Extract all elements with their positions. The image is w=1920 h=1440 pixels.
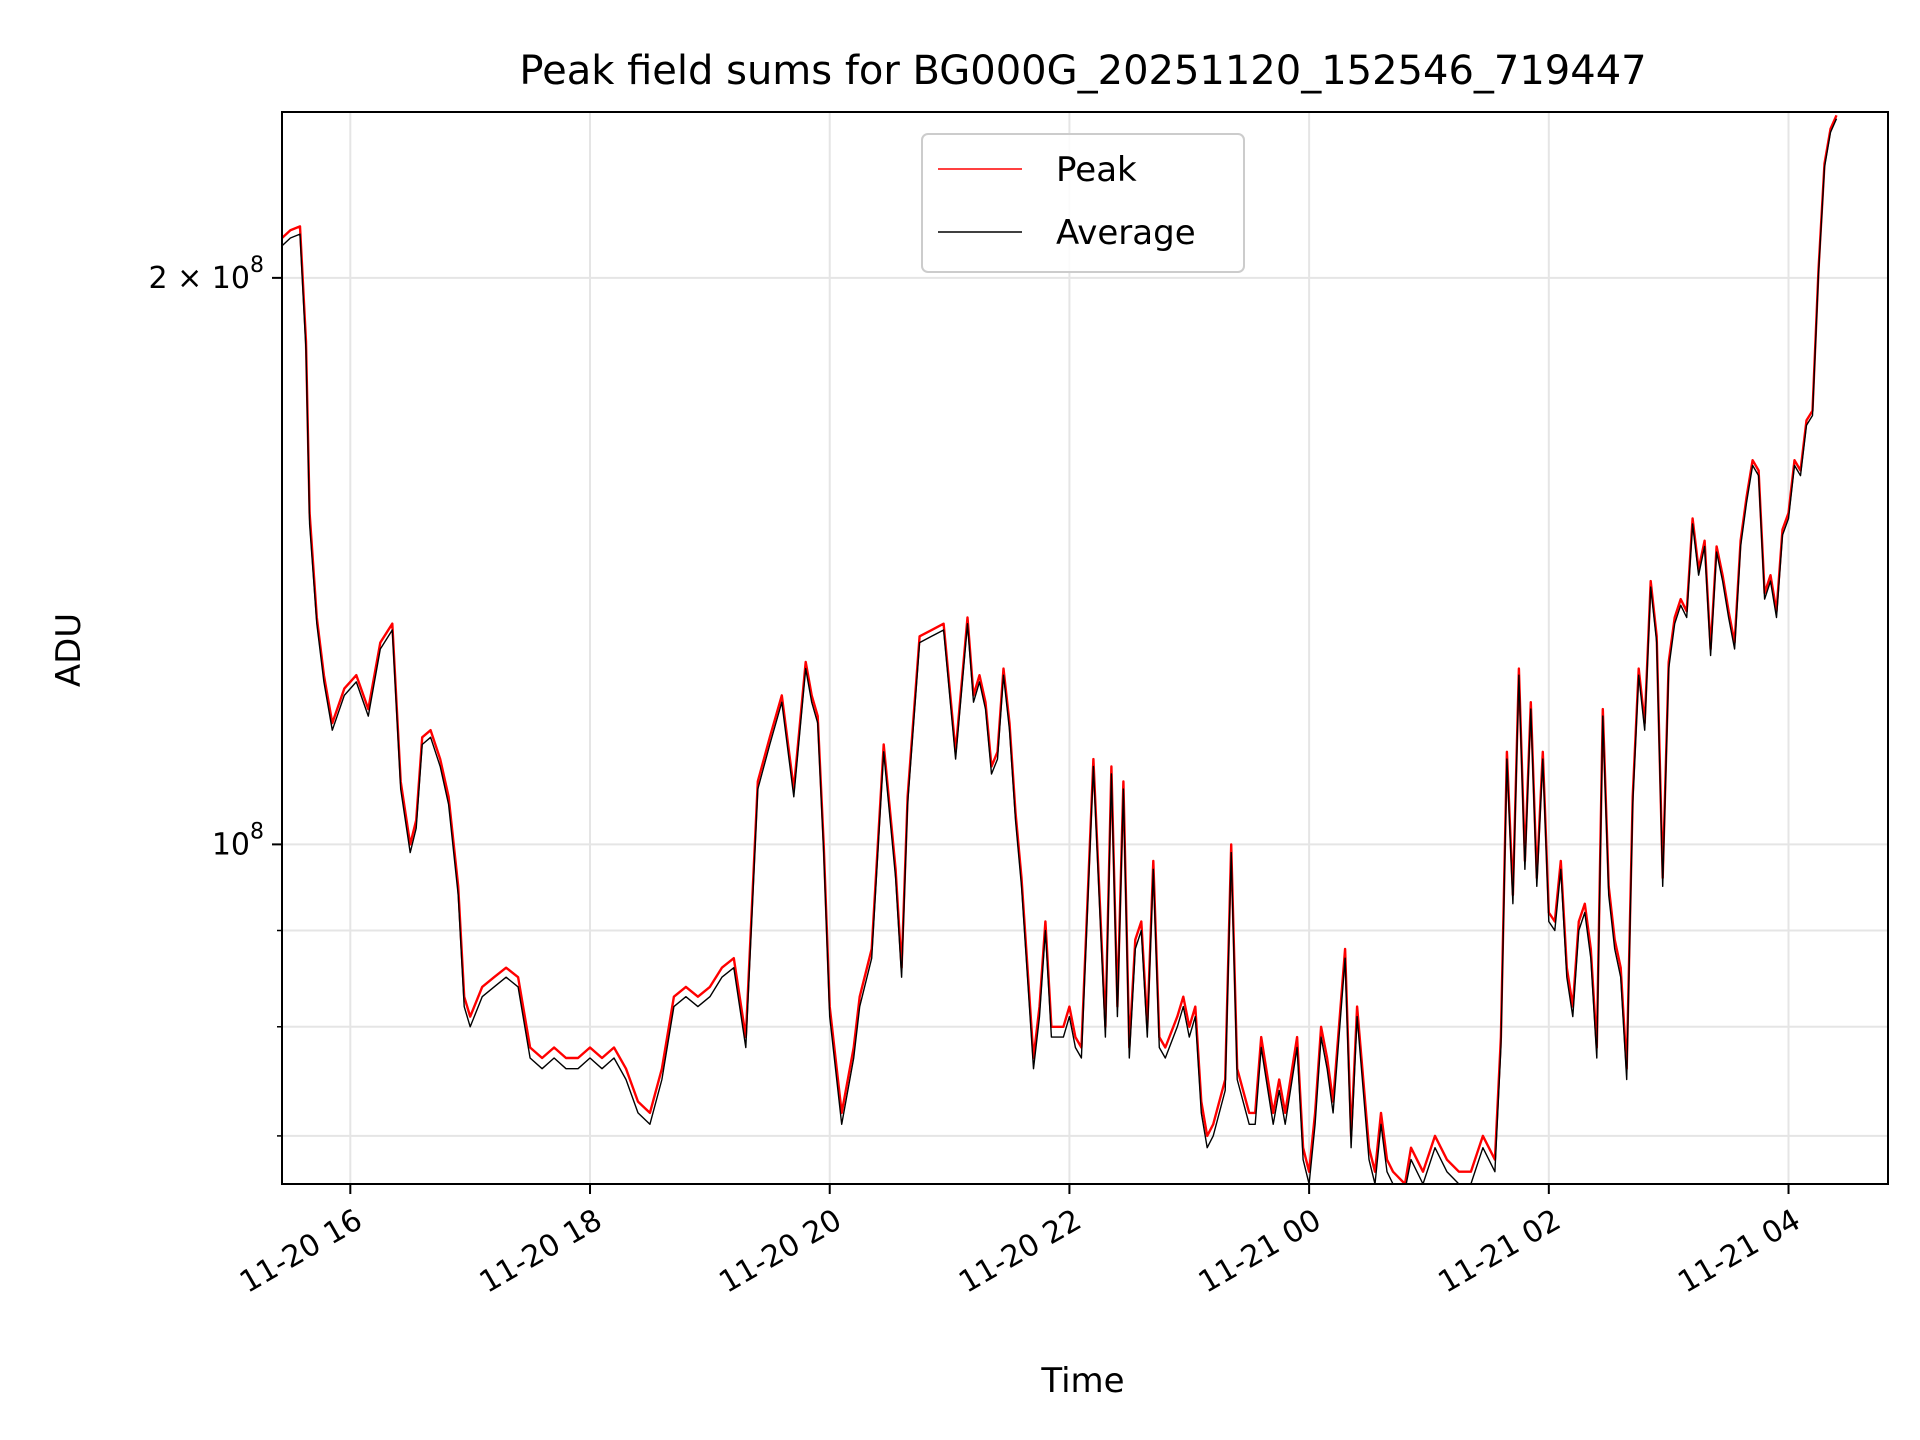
y-tick-label-base: 2 × 10	[149, 261, 250, 296]
plot-frame	[281, 111, 1889, 1185]
y-axis-label: ADU	[49, 613, 89, 687]
y-tick-label: 108	[212, 819, 264, 862]
legend-label-peak: Peak	[1056, 150, 1137, 190]
series-line-average	[282, 118, 1838, 1184]
legend-label-average: Average	[1056, 213, 1196, 253]
y-tick-label-base: 10	[212, 827, 250, 862]
legend: Peak Average	[921, 133, 1245, 273]
series-lines	[282, 114, 1838, 1184]
chart-title: Peak field sums for BG000G_20251120_1525…	[519, 48, 1646, 94]
series-line-peak	[282, 114, 1838, 1184]
y-tick-label-exponent: 8	[250, 819, 264, 844]
y-tick-label-exponent: 8	[250, 253, 264, 278]
y-tick-label: 2 × 108	[149, 253, 264, 296]
x-axis-label: Time	[1040, 1361, 1124, 1401]
grid-lines	[282, 112, 1888, 1184]
